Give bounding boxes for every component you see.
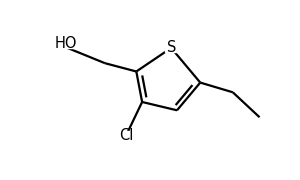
Polygon shape [50,39,80,48]
Polygon shape [116,131,136,140]
Text: HO: HO [54,36,77,51]
Polygon shape [165,43,178,52]
Text: S: S [167,40,176,55]
Text: Cl: Cl [119,129,133,143]
